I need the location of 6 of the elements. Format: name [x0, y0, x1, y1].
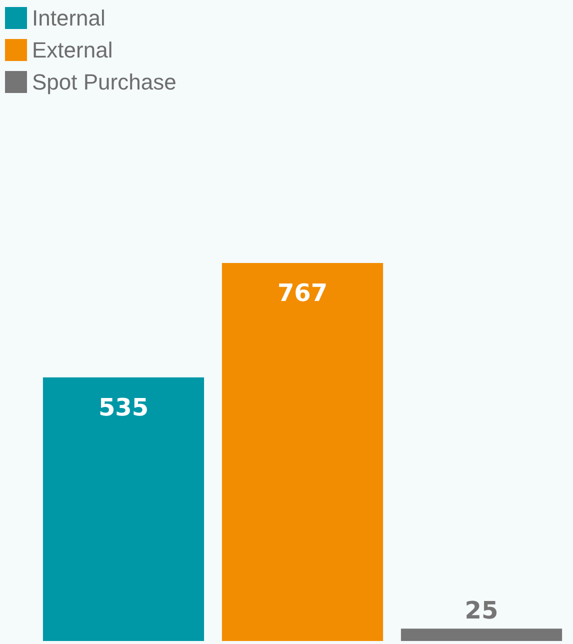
data-label: 767 — [277, 279, 328, 307]
data-label: 25 — [464, 596, 498, 625]
data-label: 535 — [98, 393, 149, 422]
legend-label: External — [32, 38, 113, 62]
legend-label: Internal — [32, 6, 106, 30]
legend-label: Spot Purchase — [32, 70, 176, 94]
